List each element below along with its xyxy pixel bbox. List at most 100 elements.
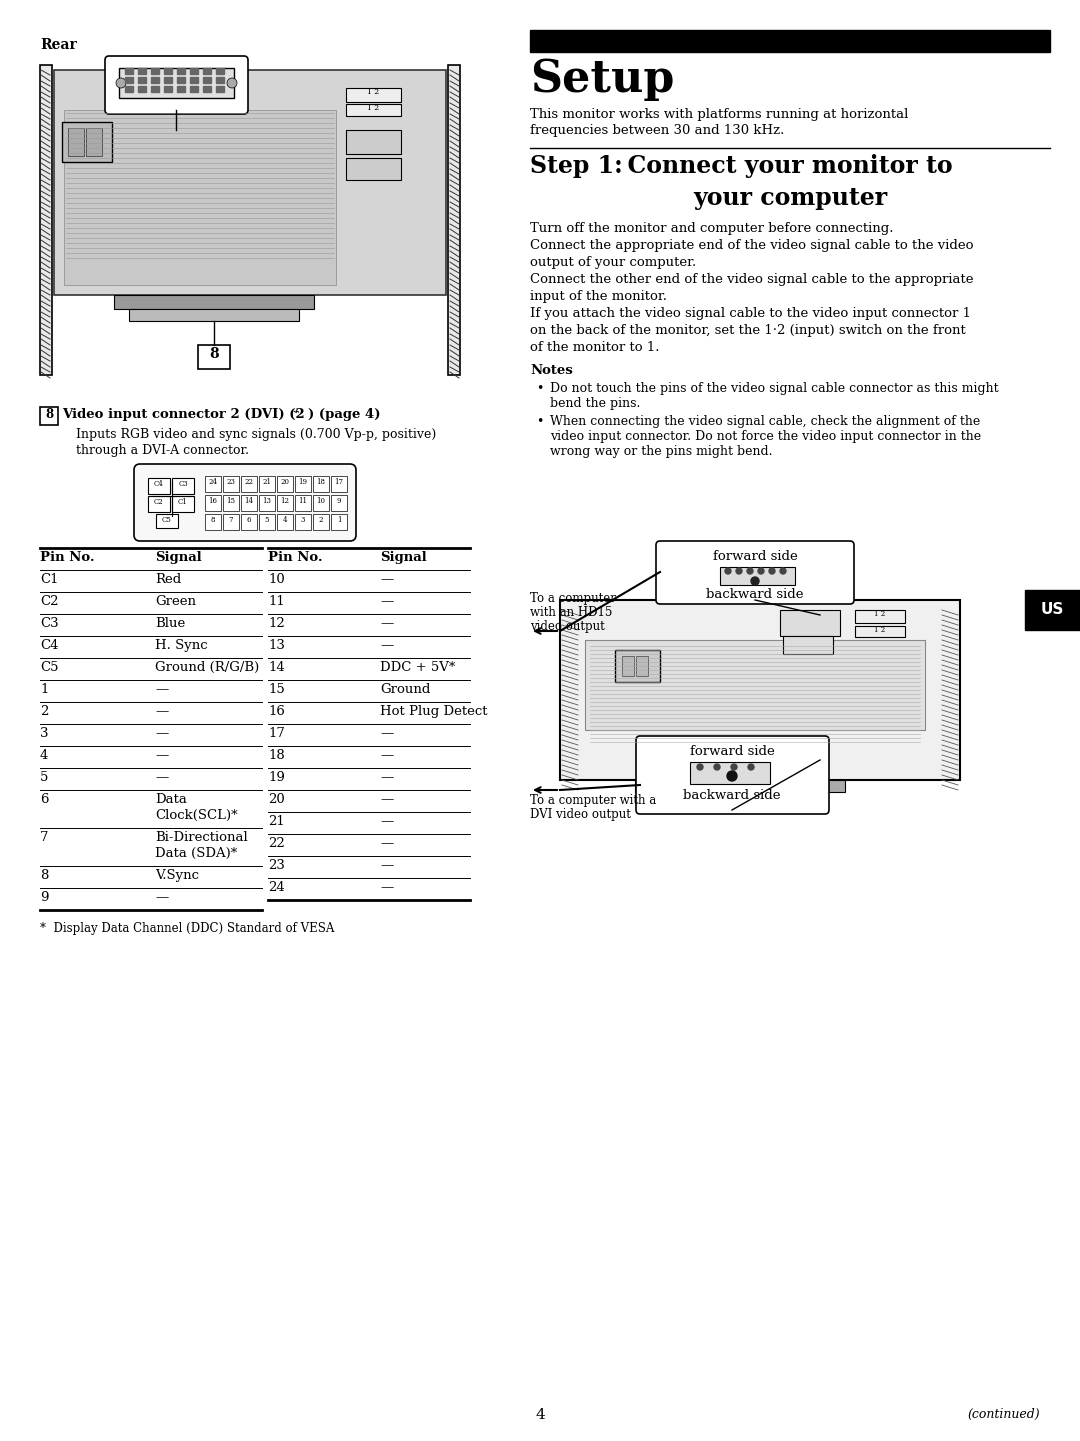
Bar: [177, 76, 185, 84]
Bar: [720, 566, 795, 585]
Text: DVI video output: DVI video output: [530, 808, 631, 821]
Text: Setup: Setup: [530, 58, 674, 101]
Bar: [346, 104, 401, 115]
Text: ⌁: ⌁: [292, 408, 299, 418]
Bar: [40, 406, 58, 425]
Text: Connect the other end of the video signal cable to the appropriate: Connect the other end of the video signa…: [530, 272, 973, 285]
FancyBboxPatch shape: [636, 736, 829, 814]
Bar: [330, 514, 347, 530]
Text: your computer: your computer: [693, 186, 887, 210]
Text: —: —: [380, 793, 393, 806]
Circle shape: [116, 78, 126, 88]
Text: 3: 3: [301, 516, 306, 525]
Bar: [68, 128, 84, 156]
Bar: [783, 635, 833, 654]
Text: 1 2: 1 2: [875, 625, 886, 634]
Bar: [151, 76, 159, 84]
Text: Signal: Signal: [380, 550, 427, 563]
FancyBboxPatch shape: [134, 464, 356, 540]
Text: through a DVI-A connector.: through a DVI-A connector.: [76, 444, 249, 457]
Bar: [241, 496, 257, 512]
Text: 19: 19: [298, 478, 308, 486]
Text: 24: 24: [208, 478, 217, 486]
Text: 8: 8: [211, 516, 215, 525]
Text: Data: Data: [156, 793, 187, 806]
Text: Notes: Notes: [530, 365, 572, 378]
Circle shape: [769, 568, 775, 574]
Bar: [259, 476, 275, 491]
Text: 21: 21: [268, 816, 285, 829]
Bar: [622, 656, 634, 676]
Bar: [156, 514, 178, 527]
Text: video output: video output: [530, 620, 605, 633]
Circle shape: [758, 568, 764, 574]
Text: —: —: [380, 837, 393, 850]
Text: 7: 7: [229, 516, 233, 525]
Text: 2: 2: [40, 705, 49, 718]
Text: 11: 11: [298, 497, 308, 504]
Bar: [690, 762, 770, 784]
Text: To a computer: To a computer: [530, 592, 616, 605]
Bar: [177, 86, 185, 92]
Text: 17: 17: [268, 728, 285, 741]
Text: forward side: forward side: [690, 745, 774, 758]
Text: 20: 20: [268, 793, 285, 806]
Text: Bi-Directional: Bi-Directional: [156, 831, 247, 844]
Bar: [216, 68, 224, 73]
Text: V.Sync: V.Sync: [156, 869, 199, 882]
Bar: [448, 65, 460, 375]
Text: 14: 14: [244, 497, 254, 504]
Bar: [216, 86, 224, 92]
Bar: [313, 476, 329, 491]
Text: 1 2: 1 2: [875, 610, 886, 618]
Bar: [148, 496, 170, 512]
Bar: [216, 76, 224, 84]
Text: 4: 4: [535, 1408, 545, 1422]
Bar: [313, 496, 329, 512]
Text: Hot Plug Detect: Hot Plug Detect: [380, 705, 487, 718]
Bar: [203, 68, 211, 73]
Text: forward side: forward side: [713, 550, 797, 563]
Text: 9: 9: [337, 497, 341, 504]
FancyBboxPatch shape: [105, 56, 248, 114]
Text: 3: 3: [40, 728, 49, 741]
Text: 16: 16: [208, 497, 217, 504]
Text: —: —: [380, 728, 393, 741]
Text: with an HD15: with an HD15: [530, 607, 612, 620]
Text: —: —: [380, 749, 393, 762]
Text: —: —: [380, 574, 393, 586]
Text: C2: C2: [154, 499, 164, 506]
Text: 8: 8: [210, 347, 219, 362]
Text: —: —: [156, 683, 168, 696]
Bar: [138, 76, 146, 84]
Text: 10: 10: [316, 497, 325, 504]
Text: 17: 17: [335, 478, 343, 486]
Circle shape: [751, 576, 759, 585]
Circle shape: [748, 764, 754, 769]
Text: C3: C3: [40, 617, 58, 630]
Bar: [205, 476, 221, 491]
Text: —: —: [156, 728, 168, 741]
Bar: [276, 514, 293, 530]
Text: 22: 22: [268, 837, 285, 850]
Text: 1: 1: [337, 516, 341, 525]
Bar: [190, 76, 198, 84]
Text: 5: 5: [40, 771, 49, 784]
Text: 8: 8: [45, 408, 53, 421]
Bar: [276, 476, 293, 491]
Bar: [780, 610, 840, 635]
Text: backward side: backward side: [684, 790, 781, 803]
Text: 6: 6: [246, 516, 252, 525]
Text: 24: 24: [268, 880, 285, 893]
Text: 20: 20: [281, 478, 289, 486]
Circle shape: [727, 771, 737, 781]
Text: 18: 18: [268, 749, 285, 762]
Text: 15: 15: [227, 497, 235, 504]
Text: 1: 1: [40, 683, 49, 696]
Text: Data (SDA)*: Data (SDA)*: [156, 847, 238, 860]
Bar: [172, 478, 194, 494]
Text: C4: C4: [154, 480, 164, 488]
Text: Pin No.: Pin No.: [40, 550, 95, 563]
Bar: [119, 68, 234, 98]
Text: *  Display Data Channel (DDC) Standard of VESA: * Display Data Channel (DDC) Standard of…: [40, 922, 335, 935]
